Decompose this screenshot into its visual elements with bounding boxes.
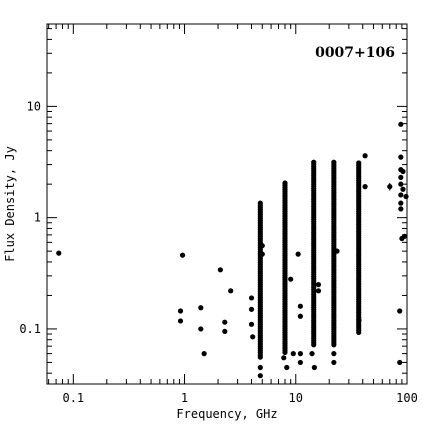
y-tick-label: 1 bbox=[34, 211, 41, 225]
axis-ticks bbox=[47, 24, 408, 384]
data-point bbox=[362, 153, 368, 159]
data-point bbox=[331, 359, 337, 366]
y-tick-label: 0.1 bbox=[19, 322, 41, 336]
data-point bbox=[222, 319, 228, 325]
data-point bbox=[201, 351, 207, 357]
x-tick-label: 10 bbox=[289, 391, 303, 405]
x-axis-title: Frequency, GHz bbox=[176, 407, 277, 421]
data-point bbox=[248, 321, 255, 327]
data-point bbox=[257, 373, 263, 379]
data-point bbox=[248, 295, 255, 301]
data-point bbox=[398, 121, 404, 127]
data-point bbox=[295, 251, 301, 257]
data-point bbox=[398, 200, 404, 206]
data-point bbox=[311, 342, 317, 348]
data-point bbox=[397, 308, 403, 314]
data-point bbox=[284, 364, 290, 371]
data-point bbox=[401, 233, 408, 239]
data-point bbox=[217, 267, 223, 273]
data-point bbox=[398, 192, 404, 198]
data-point bbox=[315, 288, 322, 294]
data-point bbox=[315, 282, 322, 288]
data-point bbox=[259, 243, 265, 249]
data-point bbox=[198, 305, 204, 311]
data-point bbox=[297, 359, 303, 366]
y-tick-label: 10 bbox=[27, 99, 41, 113]
data-point bbox=[400, 186, 406, 192]
data-point bbox=[398, 174, 404, 181]
data-point bbox=[403, 193, 409, 200]
axis-tick-labels: 0.1 1 10 100 0.1 1 10 bbox=[19, 99, 418, 405]
data-point bbox=[297, 303, 303, 309]
data-point bbox=[397, 359, 403, 366]
data-point bbox=[398, 206, 404, 212]
data-point bbox=[290, 351, 296, 357]
data-point bbox=[198, 326, 204, 332]
data-point bbox=[398, 181, 404, 187]
data-point bbox=[331, 342, 337, 348]
x-tick-label: 1 bbox=[181, 391, 188, 405]
data-point bbox=[356, 329, 362, 335]
chart-title: 0007+106 bbox=[315, 45, 395, 61]
data-point bbox=[400, 168, 406, 175]
data-point bbox=[177, 308, 184, 314]
data-point bbox=[248, 306, 255, 312]
data-point bbox=[281, 355, 287, 361]
data-point bbox=[56, 250, 62, 256]
data-point bbox=[228, 288, 234, 294]
data-point bbox=[297, 351, 303, 357]
data-point bbox=[259, 251, 265, 257]
data-point bbox=[257, 364, 263, 371]
data-point bbox=[309, 351, 315, 357]
data-point bbox=[257, 354, 263, 360]
x-tick-label: 100 bbox=[396, 391, 418, 405]
plot-frame bbox=[46, 23, 408, 385]
data-point bbox=[356, 317, 362, 323]
data-points bbox=[56, 121, 409, 379]
data-point bbox=[250, 334, 256, 340]
y-axis-title: Flux Density, Jy bbox=[3, 146, 17, 262]
data-point bbox=[222, 328, 228, 335]
x-tick-label: 0.1 bbox=[62, 391, 84, 405]
data-point bbox=[282, 349, 288, 355]
data-point bbox=[288, 276, 294, 282]
data-point bbox=[179, 252, 186, 258]
data-point bbox=[398, 154, 404, 160]
data-point bbox=[331, 351, 337, 357]
data-point bbox=[334, 248, 340, 254]
data-point bbox=[362, 184, 368, 190]
data-point bbox=[297, 313, 303, 319]
data-point bbox=[177, 318, 184, 324]
data-point bbox=[311, 364, 317, 371]
